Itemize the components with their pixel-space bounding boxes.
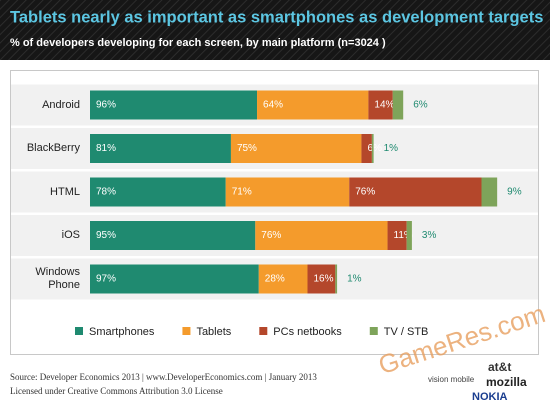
bar-segment [406,221,412,250]
bar-segment [335,264,338,294]
legend-swatch [259,327,268,335]
bar-segment [258,264,308,294]
bar-segment [349,177,482,207]
bar-segment [368,90,393,120]
bar-segment [90,90,258,120]
bar-segment [392,90,404,120]
bar-segment [371,134,374,163]
y-tick-label: iOS [61,229,80,241]
bar-segment [361,134,372,163]
value-label: 11% [394,230,413,241]
bar-segment [307,264,336,294]
value-label: 95% [96,230,116,241]
value-label: 6% [413,100,428,111]
license: Licensed under Creative Commons Attribut… [10,386,223,396]
source: Source: Developer Economics 2013 | www.D… [10,372,317,382]
value-label: 75% [237,143,257,154]
value-label: 96% [96,100,116,111]
legend-label: PCs netbooks [273,326,342,338]
y-tick-label: Android [42,98,80,111]
bar-segment [90,177,226,207]
value-label: 9% [507,187,522,198]
logo: mozilla [486,375,527,389]
bar-segment [90,264,259,294]
legend-label: Smartphones [89,326,155,338]
value-label: 71% [232,187,252,198]
bar-segment [257,90,369,120]
value-label: 28% [265,274,285,285]
legend-swatch [182,327,191,335]
bar-segment [255,221,388,250]
legend-swatch [369,327,378,335]
logo: at&t [488,360,511,374]
y-tick-label: BlackBerry [26,142,80,154]
bar-segment [90,221,256,250]
legend-label: Tablets [196,326,231,338]
bar-segment [90,134,231,163]
value-label: 76% [355,187,375,198]
bar-segment [230,134,362,163]
bar-segment [225,177,350,207]
logo: NOKIA [472,391,508,403]
value-label: 1% [347,274,362,285]
logo: vision mobile [428,375,475,384]
value-label: 14% [374,100,394,111]
chart-title: Tablets nearly as important as smartphon… [10,8,543,26]
value-label: 6% [367,143,382,154]
y-tick-label: HTML [50,185,80,198]
legend-swatch [75,327,83,335]
value-label: 76% [261,230,281,241]
value-label: 64% [263,100,283,111]
chart-subtitle: % of developers developing for each scre… [10,37,386,49]
value-label: 1% [384,143,399,154]
bar-segment [481,177,498,207]
y-tick-label: Windows Phone [35,266,80,291]
bar-segment [387,221,407,250]
value-label: 97% [96,274,116,285]
value-label: 16% [314,274,334,285]
value-label: 81% [96,143,116,154]
header-band [0,0,550,60]
legend-label: TV / STB [384,326,429,338]
value-label: 78% [96,187,116,198]
value-label: 3% [422,230,437,241]
